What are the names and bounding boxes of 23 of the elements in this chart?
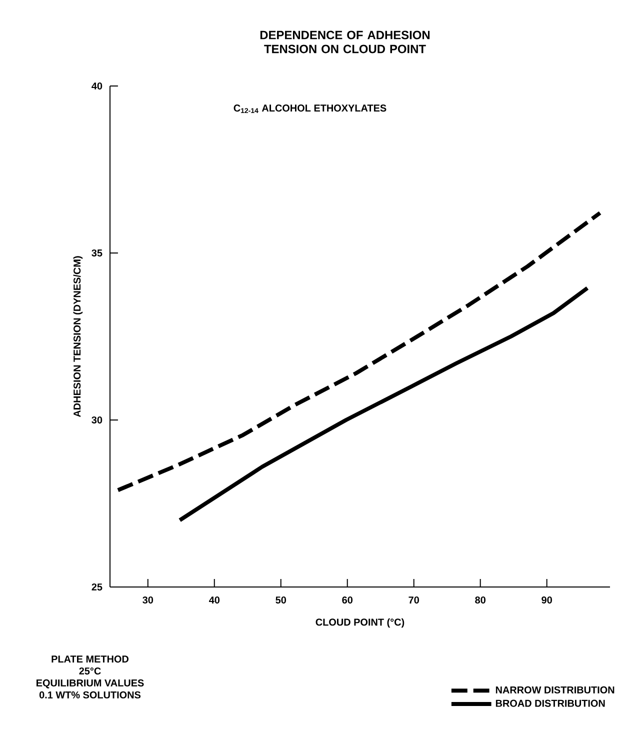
x-tick-label: 60 xyxy=(342,596,353,604)
x-axis-title: CLOUD POINT (°C) xyxy=(316,618,404,628)
y-tick-label: 35 xyxy=(92,249,102,257)
x-tick-label: 90 xyxy=(542,596,552,604)
line-series xyxy=(178,286,590,522)
y-axis-title: ADHESION TENSION (DYNES/CM) xyxy=(73,256,83,418)
y-tick-label: 30 xyxy=(92,416,102,424)
text: 0.1 WT% SOLUTIONS xyxy=(39,691,141,698)
legend-label: NARROW DISTRIBUTION xyxy=(496,686,614,694)
x-tick-label: 50 xyxy=(276,596,286,604)
text: EQUILIBRIUM VALUES xyxy=(36,679,144,688)
x-tick-label: 70 xyxy=(408,596,419,604)
x-tick-label: 30 xyxy=(142,596,154,604)
legend-label: BROAD DISTRIBUTION xyxy=(496,700,605,707)
text: PLATE METHOD xyxy=(52,656,129,663)
y-tick-label: 25 xyxy=(92,583,102,591)
x-tick-label: 80 xyxy=(475,596,486,604)
text: 25°C xyxy=(79,667,101,675)
chart-title: DEPENDENCE OF ADHESION TENSION ON CLOUD POINT xyxy=(260,30,430,54)
annotation: C$_{12-14}$ ALCOHOL ETHOXYLATES xyxy=(234,104,386,113)
line-series xyxy=(116,210,602,492)
x-tick-label: 40 xyxy=(209,596,220,604)
y-tick-label: 40 xyxy=(92,82,102,90)
